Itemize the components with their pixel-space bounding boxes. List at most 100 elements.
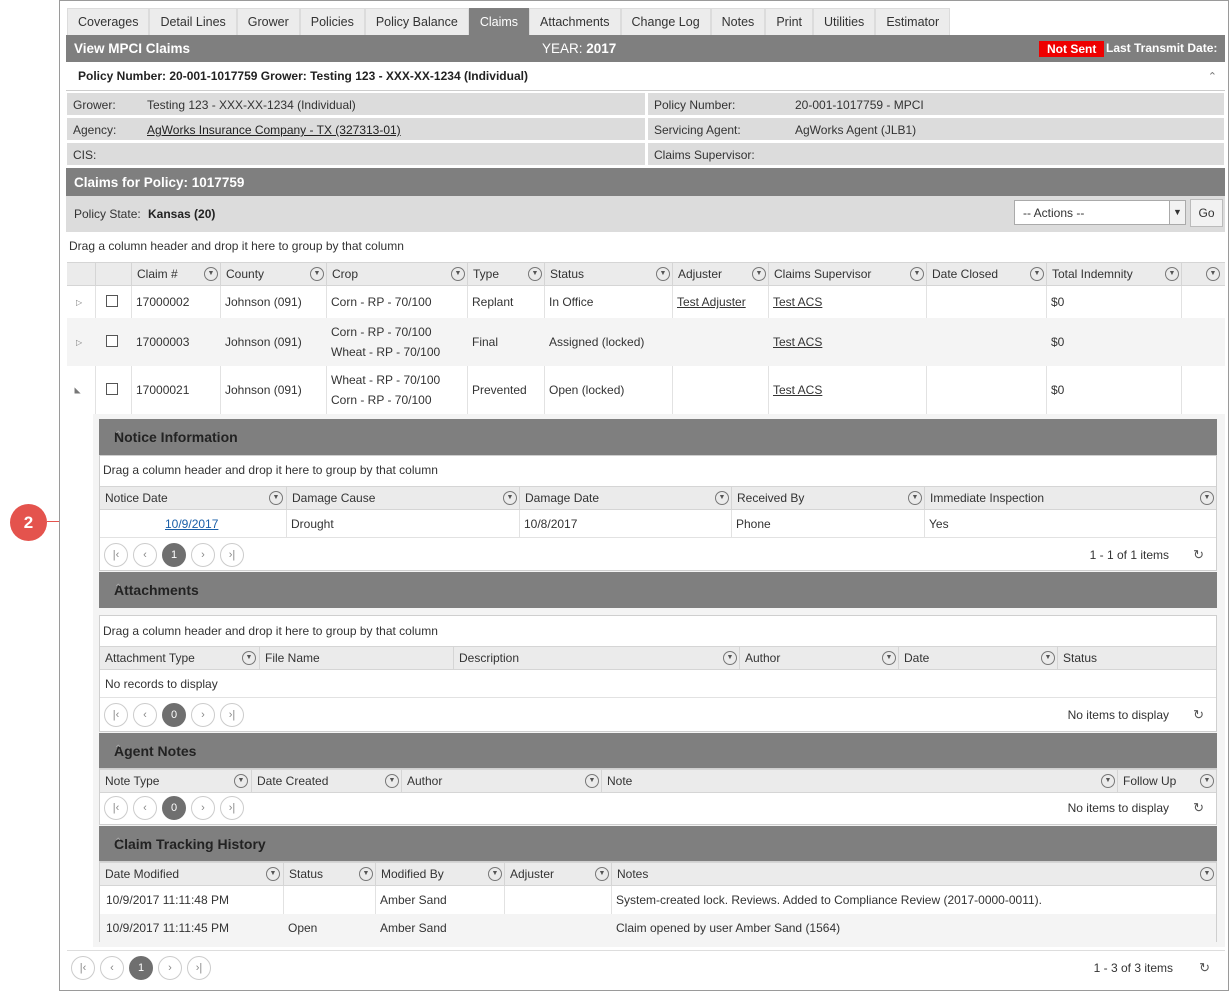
attachments-section-header[interactable]: Attachments ⌃	[99, 572, 1217, 608]
filter-icon[interactable]: ▼	[1200, 491, 1214, 505]
filter-icon[interactable]: ▼	[752, 267, 766, 281]
actions-select[interactable]: -- Actions -- ▼	[1014, 200, 1186, 225]
col-description[interactable]: Description ▼	[453, 647, 739, 669]
filter-icon[interactable]: ▼	[528, 267, 542, 281]
filter-icon[interactable]: ▼	[1030, 267, 1044, 281]
table-row[interactable]: ◢ 17000021 Johnson (091) Wheat - RP - 70…	[67, 366, 1225, 414]
col-date-closed[interactable]: Date Closed ▼	[926, 263, 1046, 285]
first-page-icon[interactable]: |‹	[71, 956, 95, 980]
tab-utilities[interactable]: Utilities	[813, 8, 876, 35]
policy-header[interactable]: Policy Number: 20-001-1017759 Grower: Te…	[66, 62, 1225, 91]
table-row[interactable]: 10/9/2017 Drought 10/8/2017 Phone Yes	[100, 510, 1216, 538]
notice-section-header[interactable]: Notice Information ⌃	[99, 419, 1217, 455]
prev-page-icon[interactable]: ‹	[133, 703, 157, 727]
filter-icon[interactable]: ▼	[1165, 267, 1179, 281]
expand-row-icon[interactable]: ▷	[76, 298, 83, 307]
col-status[interactable]: Status	[1057, 647, 1216, 669]
row-checkbox[interactable]	[106, 335, 118, 347]
refresh-icon[interactable]: ↻	[1193, 547, 1204, 562]
current-page[interactable]: 1	[162, 543, 186, 567]
row-checkbox[interactable]	[106, 383, 118, 395]
table-row[interactable]: ▷ 17000003 Johnson (091) Corn - RP - 70/…	[67, 318, 1225, 366]
refresh-icon[interactable]: ↻	[1193, 800, 1204, 815]
agent-notes-section-header[interactable]: Agent Notes ⌃	[99, 733, 1217, 769]
go-button[interactable]: Go	[1190, 199, 1223, 227]
current-page[interactable]: 1	[129, 956, 153, 980]
filter-icon[interactable]: ▼	[503, 491, 517, 505]
col-damage-date[interactable]: Damage Date ▼	[519, 487, 731, 509]
tab-estimator[interactable]: Estimator	[875, 8, 951, 35]
filter-icon[interactable]: ▼	[1041, 651, 1055, 665]
filter-icon[interactable]: ▼	[385, 774, 399, 788]
tab-print[interactable]: Print	[765, 8, 814, 35]
refresh-icon[interactable]: ↻	[1199, 960, 1210, 975]
col-total-indemnity[interactable]: Total Indemnity ▼	[1046, 263, 1181, 285]
col-attachment-type[interactable]: Attachment Type ▼	[100, 647, 259, 669]
next-page-icon[interactable]: ›	[191, 796, 215, 820]
col-adjuster[interactable]: Adjuster ▼	[504, 863, 611, 885]
chevron-up-icon[interactable]: ⌃	[114, 430, 123, 441]
row-checkbox[interactable]	[106, 295, 118, 307]
col-claims-supervisor[interactable]: Claims Supervisor ▼	[768, 263, 926, 285]
filter-icon[interactable]: ▼	[310, 267, 324, 281]
filter-icon[interactable]: ▼	[882, 651, 896, 665]
prev-page-icon[interactable]: ‹	[133, 796, 157, 820]
last-page-icon[interactable]: ›|	[220, 543, 244, 567]
filter-icon[interactable]: ▼	[1200, 774, 1214, 788]
last-page-icon[interactable]: ›|	[220, 796, 244, 820]
tab-claims[interactable]: Claims	[468, 8, 530, 35]
col-date-created[interactable]: Date Created ▼	[251, 770, 401, 792]
chevron-up-icon[interactable]: ⌃	[114, 744, 123, 755]
col-crop[interactable]: Crop ▼	[326, 263, 467, 285]
col-status[interactable]: Status ▼	[544, 263, 672, 285]
col-notes[interactable]: Notes ▼	[611, 863, 1216, 885]
col-date-modified[interactable]: Date Modified ▼	[100, 863, 283, 885]
filter-icon[interactable]: ▼	[656, 267, 670, 281]
col-damage-cause[interactable]: Damage Cause ▼	[286, 487, 519, 509]
supervisor-link[interactable]: Test ACS	[773, 383, 823, 397]
supervisor-link[interactable]: Test ACS	[773, 335, 823, 349]
notice-date-link[interactable]: 10/9/2017	[165, 517, 219, 531]
filter-icon[interactable]: ▼	[359, 867, 373, 881]
filter-icon[interactable]: ▼	[269, 491, 283, 505]
col-notice-date[interactable]: Notice Date ▼	[100, 487, 286, 509]
supervisor-link[interactable]: Test ACS	[773, 295, 823, 309]
filter-icon[interactable]: ▼	[242, 651, 256, 665]
chevron-up-icon[interactable]: ⌃	[114, 583, 123, 594]
col-claim-number[interactable]: Claim # ▼	[131, 263, 220, 285]
tab-detail-lines[interactable]: Detail Lines	[149, 8, 237, 35]
filter-icon[interactable]: ▼	[1206, 267, 1220, 281]
tab-attachments[interactable]: Attachments	[529, 8, 621, 35]
last-page-icon[interactable]: ›|	[187, 956, 211, 980]
next-page-icon[interactable]: ›	[191, 703, 215, 727]
col-author[interactable]: Author ▼	[401, 770, 601, 792]
next-page-icon[interactable]: ›	[191, 543, 215, 567]
refresh-icon[interactable]: ↻	[1193, 707, 1204, 722]
tab-policy-balance[interactable]: Policy Balance	[364, 8, 469, 35]
col-adjuster[interactable]: Adjuster ▼	[672, 263, 768, 285]
col-county[interactable]: County ▼	[220, 263, 326, 285]
filter-icon[interactable]: ▼	[488, 867, 502, 881]
filter-icon[interactable]: ▼	[266, 867, 280, 881]
first-page-icon[interactable]: |‹	[104, 796, 128, 820]
agency-link[interactable]: AgWorks Insurance Company - TX (327313-0…	[147, 123, 401, 137]
tab-policies[interactable]: Policies	[299, 8, 365, 35]
next-page-icon[interactable]: ›	[158, 956, 182, 980]
expand-row-icon[interactable]: ▷	[76, 338, 83, 347]
col-modified-by[interactable]: Modified By ▼	[375, 863, 504, 885]
col-note[interactable]: Note ▼	[601, 770, 1117, 792]
tab-change-log[interactable]: Change Log	[620, 8, 711, 35]
tracking-section-header[interactable]: Claim Tracking History ⌃	[99, 826, 1217, 862]
col-follow-up[interactable]: Follow Up ▼	[1117, 770, 1216, 792]
first-page-icon[interactable]: |‹	[104, 703, 128, 727]
current-page[interactable]: 0	[162, 703, 186, 727]
filter-icon[interactable]: ▼	[595, 867, 609, 881]
col-author[interactable]: Author ▼	[739, 647, 898, 669]
last-page-icon[interactable]: ›|	[220, 703, 244, 727]
col-type[interactable]: Type ▼	[467, 263, 544, 285]
filter-icon[interactable]: ▼	[204, 267, 218, 281]
prev-page-icon[interactable]: ‹	[100, 956, 124, 980]
prev-page-icon[interactable]: ‹	[133, 543, 157, 567]
filter-icon[interactable]: ▼	[908, 491, 922, 505]
adjuster-link[interactable]: Test Adjuster	[677, 295, 746, 309]
